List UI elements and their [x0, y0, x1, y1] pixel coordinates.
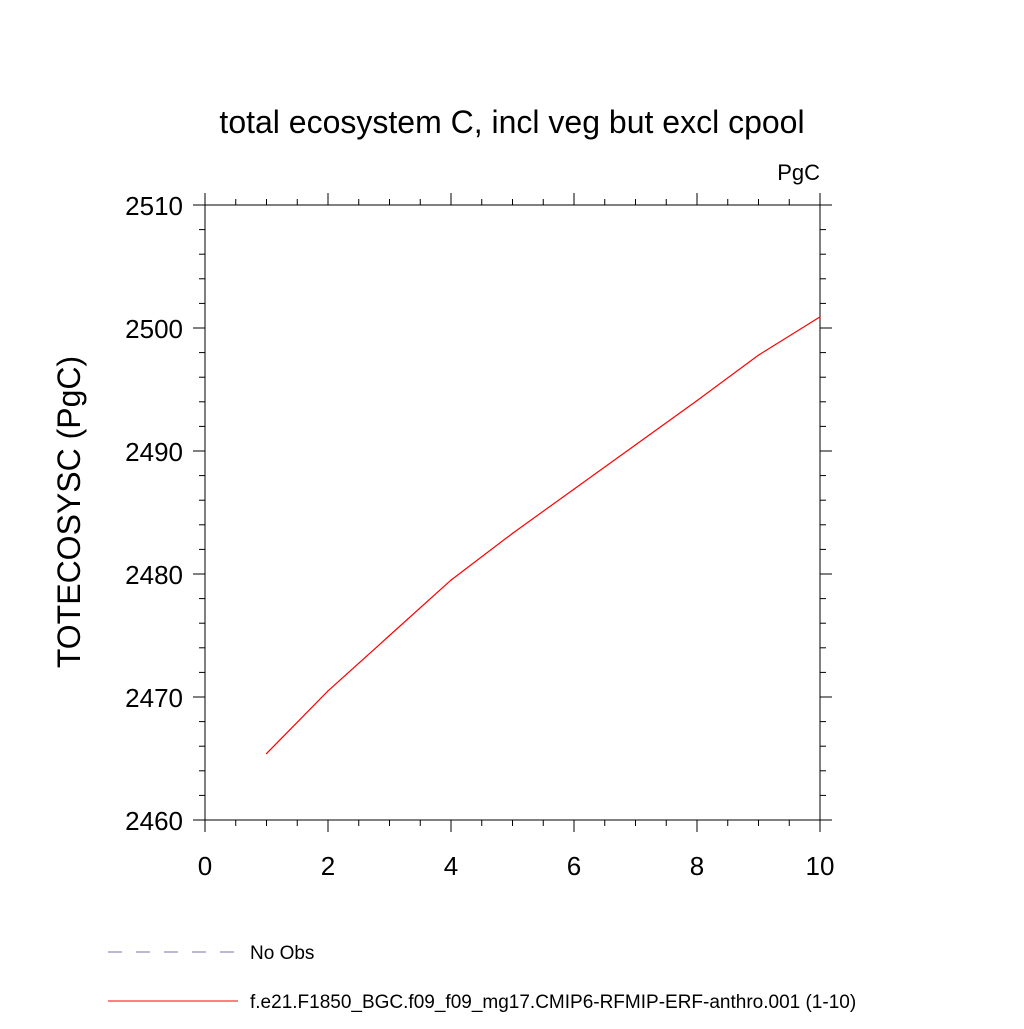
x-tick-label: 6 — [567, 851, 581, 881]
series-point — [450, 579, 452, 581]
legend: No Obs f.e21.F1850_BGC.f09_f09_mg17.CMIP6… — [108, 943, 856, 1013]
plot-frame-group — [204, 204, 821, 821]
y-tick-label: 2500 — [125, 314, 183, 344]
series-line — [266, 316, 821, 755]
y-tick-label: 2470 — [125, 683, 183, 713]
series-point — [327, 690, 329, 692]
units-label: PgC — [777, 160, 820, 185]
series-point — [757, 354, 760, 356]
x-tick-label: 8 — [690, 851, 704, 881]
series-point — [634, 444, 637, 446]
x-tick-label: 0 — [198, 851, 212, 881]
series-point — [819, 316, 821, 318]
plot-frame — [204, 204, 821, 821]
x-tick-label: 4 — [444, 851, 458, 881]
y-axis-ticks: 2460 2470 2480 2490 2500 2510 — [125, 191, 832, 836]
y-tick-label: 2510 — [125, 191, 183, 221]
x-axis-ticks: 0 2 4 6 8 10 — [198, 193, 835, 881]
x-tick-label: 2 — [321, 851, 335, 881]
series-point — [388, 634, 391, 637]
y-tick-label: 2460 — [125, 806, 183, 836]
legend-label: f.e21.F1850_BGC.f09_f09_mg17.CMIP6-RFMIP… — [250, 992, 856, 1013]
chart-title: total ecosystem C, incl veg but excl cpo… — [219, 104, 804, 140]
series-point — [265, 752, 268, 755]
series-lines — [265, 316, 821, 755]
series-point — [696, 399, 698, 402]
y-axis-label: TOTECOSYSC (PgC) — [51, 356, 87, 668]
series-point — [573, 488, 575, 490]
y-tick-label: 2480 — [125, 560, 183, 590]
legend-label: No Obs — [250, 943, 314, 964]
series-point — [511, 532, 514, 535]
y-tick-label: 2490 — [125, 437, 183, 467]
x-tick-label: 10 — [806, 851, 835, 881]
